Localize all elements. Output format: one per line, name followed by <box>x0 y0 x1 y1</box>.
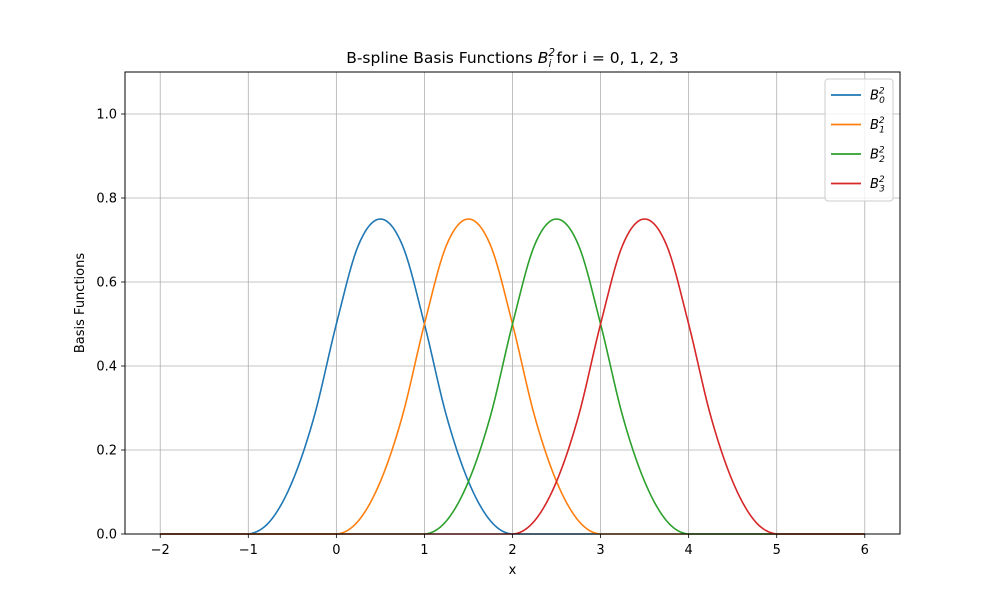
x-tick-label: −2 <box>151 543 170 558</box>
x-tick-label: 5 <box>773 543 781 558</box>
legend-label-b0: B2 0 <box>870 87 885 107</box>
x-axis-label: x <box>509 563 517 578</box>
y-axis-label: Basis Functions <box>73 253 88 353</box>
x-tick-label: 6 <box>861 543 869 558</box>
y-tick-label: 0.8 <box>96 192 117 207</box>
x-tick-label: 3 <box>596 543 604 558</box>
x-tick-label: 0 <box>332 543 340 558</box>
legend-label-b1: B2 1 <box>870 116 885 136</box>
x-tick-label: 2 <box>508 543 516 558</box>
y-tick-label: 1.0 <box>96 108 117 123</box>
legend-label-b2: B2 2 <box>870 146 885 166</box>
x-tick-label: 1 <box>420 543 428 558</box>
legend-label-b3: B2 3 <box>870 175 885 195</box>
x-axis-ticks: −2 −1 0 1 2 3 4 5 6 <box>151 534 869 558</box>
x-tick-label: 4 <box>684 543 692 558</box>
x-tick-label: −1 <box>239 543 258 558</box>
legend-box <box>824 78 894 202</box>
y-tick-label: 0.2 <box>96 444 117 459</box>
y-axis-ticks: 0.0 0.2 0.4 0.6 0.8 1.0 <box>96 108 125 543</box>
y-tick-label: 0.0 <box>96 528 117 543</box>
chart-title: B-spline Basis Functions B2 i for i = 0, … <box>346 47 679 70</box>
legend: B2 0 B2 1 B2 2 B2 3 <box>824 78 894 202</box>
y-tick-label: 0.4 <box>96 360 117 375</box>
y-tick-label: 0.6 <box>96 276 117 291</box>
